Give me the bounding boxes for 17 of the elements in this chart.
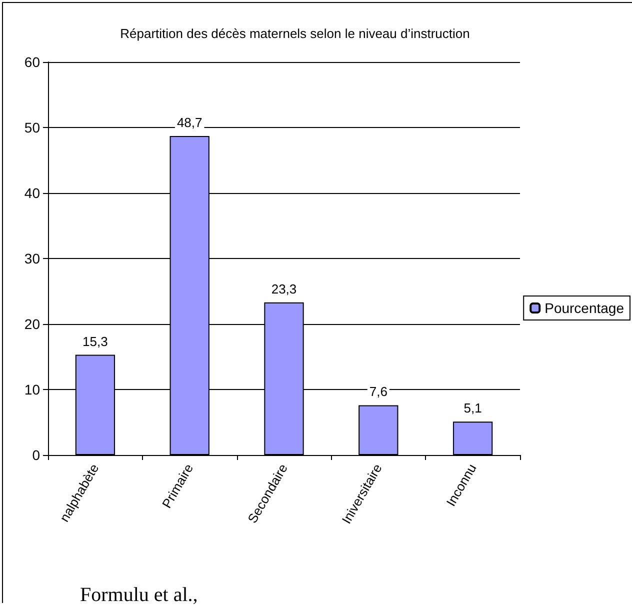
legend-label: Pourcentage <box>544 300 624 316</box>
bar <box>358 405 398 455</box>
chart-title: Répartition des décès maternels selon le niveau d’instruction <box>120 26 470 41</box>
data-label: 23,3 <box>271 281 297 296</box>
y-tick-label: 0 <box>32 447 40 463</box>
data-label: 7,6 <box>369 384 388 400</box>
data-label: 15,3 <box>82 334 108 349</box>
bar <box>452 422 493 455</box>
y-tick-label: 50 <box>24 120 40 136</box>
y-tick-label: 10 <box>24 382 40 398</box>
data-label: 5,1 <box>464 400 482 416</box>
y-tick-label: 30 <box>24 250 40 266</box>
y-tick-label: 60 <box>24 54 40 70</box>
y-tick-label: 40 <box>24 185 40 201</box>
data-label: 48,7 <box>176 115 202 130</box>
y-tick-label: 20 <box>24 316 40 332</box>
text: Formulu et al., <box>80 584 202 607</box>
